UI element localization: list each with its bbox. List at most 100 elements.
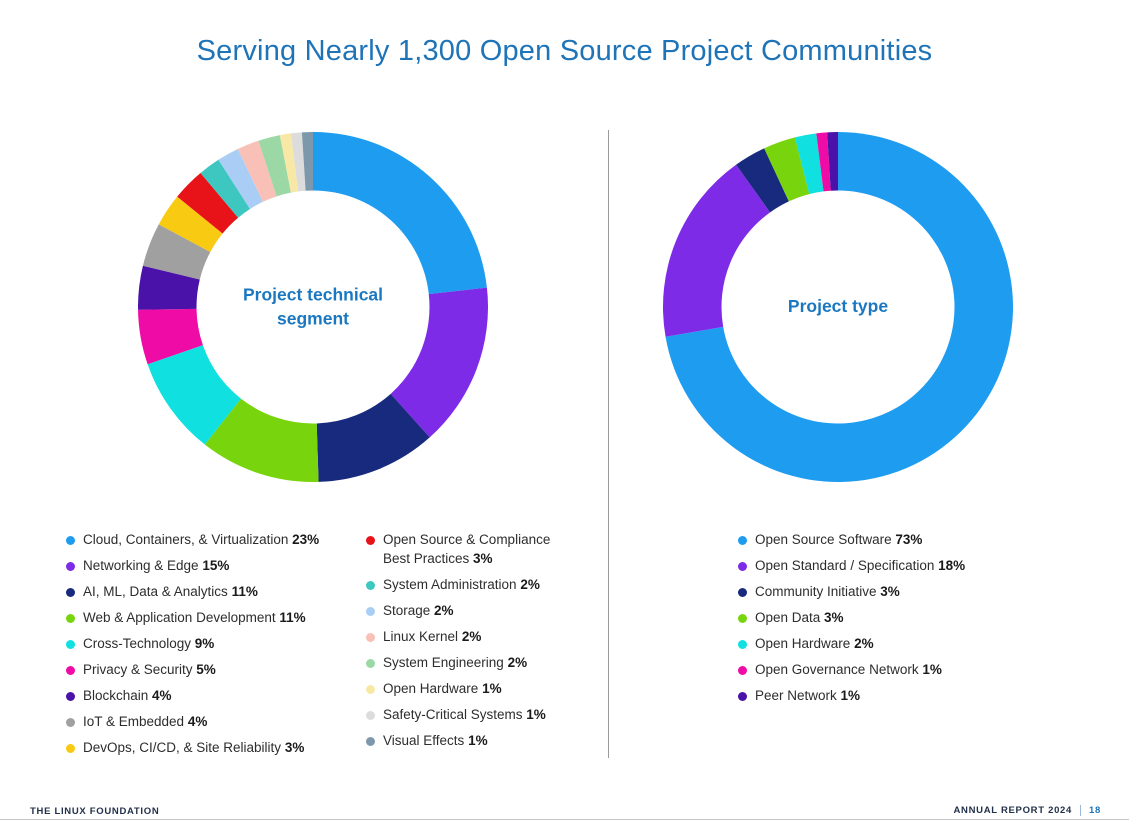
legend-percent: 4% xyxy=(152,688,172,703)
legend-percent: 3% xyxy=(880,584,900,599)
donut-segment xyxy=(258,135,291,197)
project-type-chart: Project type xyxy=(663,132,1013,482)
legend-label: Storage 2% xyxy=(383,602,454,618)
legend-item: System Administration 2% xyxy=(366,576,588,595)
legend-dot xyxy=(366,710,375,720)
legend-item: Visual Effects 1% xyxy=(366,732,588,751)
donut-segment xyxy=(138,265,200,310)
donut-segment xyxy=(390,287,488,438)
legend-dot xyxy=(66,588,75,597)
legend-percent: 11% xyxy=(279,610,306,625)
legend-dot xyxy=(366,606,375,616)
page-title: Serving Nearly 1,300 Open Source Project… xyxy=(196,35,933,67)
section-divider xyxy=(608,130,609,758)
legend-dot xyxy=(738,614,747,623)
footer-rule xyxy=(0,819,1129,820)
legend-percent: 2% xyxy=(434,602,454,618)
legend-item: System Engineering 2% xyxy=(366,654,588,673)
legend-item: Safety-Critical Systems 1% xyxy=(366,706,588,725)
donut-segment xyxy=(301,132,313,191)
legend-percent: 9% xyxy=(194,636,215,651)
legend-label: Networking & Edge 15% xyxy=(83,558,230,573)
legend-dot xyxy=(738,640,747,649)
legend-label: Open Source & Compliance Best Practices … xyxy=(383,532,551,566)
donut-segment xyxy=(313,132,487,295)
legend-label: DevOps, CI/CD, & Site Reliability 3% xyxy=(83,740,305,755)
donut-segment xyxy=(237,140,277,202)
footer-brand: THE LINUX FOUNDATION xyxy=(30,806,160,817)
footer-report-label: ANNUAL REPORT 2024 xyxy=(953,805,1073,816)
legend-percent: 1% xyxy=(468,732,488,748)
footer-right: ANNUAL REPORT 2024 18 xyxy=(953,805,1101,816)
donut-segment xyxy=(665,132,1013,482)
donut-segment xyxy=(736,148,789,213)
legend-item: Open Hardware 2% xyxy=(738,635,1053,654)
legend-item: Open Source Software 73% xyxy=(738,531,1053,550)
donut-segment xyxy=(816,132,831,192)
donut-segment xyxy=(204,398,319,482)
legend-percent: 5% xyxy=(196,662,216,677)
donut-segment xyxy=(794,133,824,195)
legend-percent: 11% xyxy=(231,584,258,599)
legend-dot xyxy=(66,536,75,545)
legend-label: AI, ML, Data & Analytics 11% xyxy=(83,584,258,599)
legend-percent: 3% xyxy=(473,550,493,566)
donut-segment xyxy=(142,224,211,280)
legend-item: Open Data 3% xyxy=(738,609,1053,628)
legend-item: IoT & Embedded 4% xyxy=(66,713,366,732)
legend-item: Blockchain 4% xyxy=(66,687,366,706)
donut-segment xyxy=(663,164,771,337)
donut-segment xyxy=(138,308,203,365)
legend-dot xyxy=(738,666,747,675)
footer-page-number: 18 xyxy=(1089,805,1101,816)
legend-dot xyxy=(66,640,75,649)
legend-dot xyxy=(366,658,375,668)
legend-dot xyxy=(738,692,747,701)
legend-label: Visual Effects 1% xyxy=(383,732,488,748)
legend-percent: 2% xyxy=(461,628,482,644)
legend-dot xyxy=(738,562,747,571)
legend-label: Linux Kernel 2% xyxy=(383,628,482,644)
legend-percent: 3% xyxy=(284,740,305,755)
legend-percent: 2% xyxy=(507,654,528,670)
legend-dot xyxy=(738,588,747,597)
legend-label: Open Data 3% xyxy=(755,610,844,625)
legend-item: Open Hardware 1% xyxy=(366,680,588,699)
donut-segment xyxy=(200,159,251,218)
legend-label: Community Initiative 3% xyxy=(755,584,900,599)
legend-percent: 3% xyxy=(824,610,844,625)
legend-percent: 1% xyxy=(482,680,502,696)
legend-dot xyxy=(366,632,375,642)
legend-label: Open Governance Network 1% xyxy=(755,662,942,677)
legend-item: Community Initiative 3% xyxy=(738,583,1053,602)
legend-label: Cloud, Containers, & Virtualization 23% xyxy=(83,532,320,547)
legend-label: Safety-Critical Systems 1% xyxy=(383,706,546,722)
legend-dot xyxy=(66,562,75,571)
legend-label: Cross-Technology 9% xyxy=(83,636,215,651)
donut-segment xyxy=(177,172,239,234)
legend-dot xyxy=(366,736,375,746)
legend-dot xyxy=(366,580,375,590)
technical-segment-donut xyxy=(138,132,488,482)
legend-item: Cross-Technology 9% xyxy=(66,635,366,654)
project-type-legend: Open Source Software 73% Open Standard / … xyxy=(738,531,1053,713)
legend-percent: 4% xyxy=(187,714,208,729)
legend-percent: 1% xyxy=(840,688,861,703)
legend-percent: 1% xyxy=(922,662,942,677)
technical-segment-center-label: Project technical segment xyxy=(242,284,384,328)
legend-percent: 15% xyxy=(202,558,230,573)
legend-percent: 2% xyxy=(854,636,874,651)
legend-dot xyxy=(66,718,75,727)
legend-dot xyxy=(66,692,75,701)
legend-percent: 2% xyxy=(520,576,540,592)
legend-label: Blockchain 4% xyxy=(83,688,172,703)
legend-label: Peer Network 1% xyxy=(755,688,861,703)
donut-segment xyxy=(279,133,299,193)
legend-percent: 1% xyxy=(526,706,546,722)
legend-item: AI, ML, Data & Analytics 11% xyxy=(66,583,366,602)
legend-label: Open Source Software 73% xyxy=(755,532,923,547)
footer-separator xyxy=(1080,805,1082,816)
donut-segment xyxy=(764,137,810,202)
technical-segment-chart: Project technical segment xyxy=(138,132,488,482)
